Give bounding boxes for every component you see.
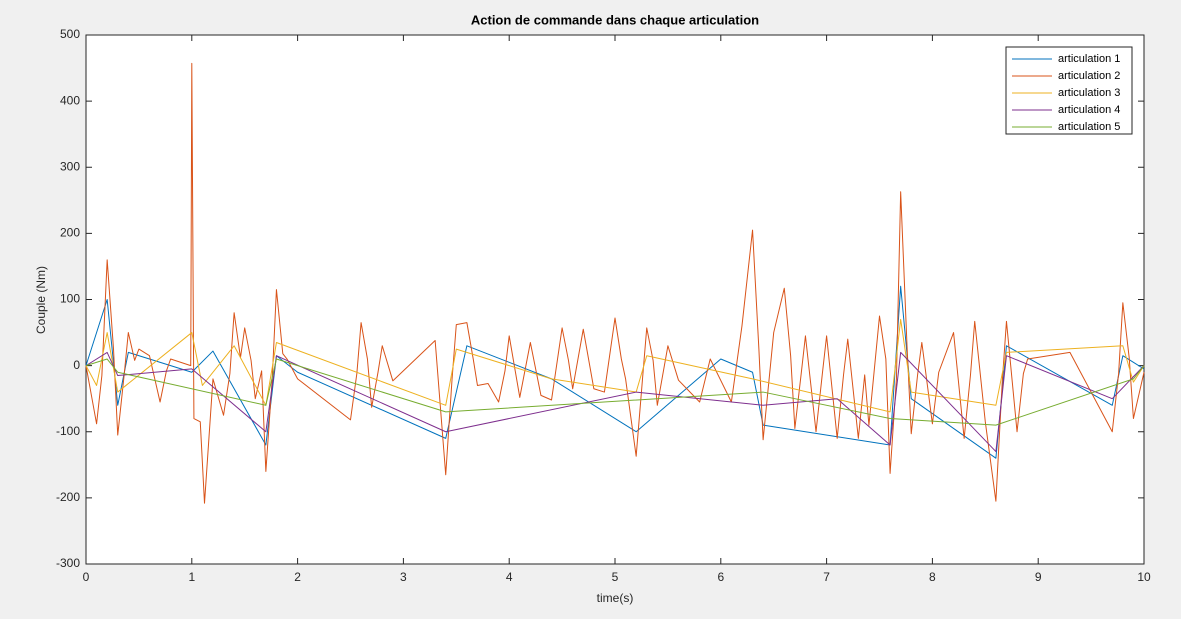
x-tick-label: 9 (1035, 570, 1042, 584)
series-line (85, 62, 1145, 504)
y-tick-label: 0 (73, 358, 80, 372)
y-tick-label: 400 (60, 93, 80, 107)
legend-label: articulation 5 (1058, 121, 1120, 133)
y-tick-label: 500 (60, 27, 80, 41)
legend-label: articulation 3 (1058, 87, 1120, 99)
x-tick-label: 5 (612, 570, 619, 584)
x-tick-label: 0 (83, 570, 90, 584)
x-tick-label: 3 (400, 570, 407, 584)
x-tick-label: 10 (1137, 570, 1151, 584)
y-tick-label: 100 (60, 292, 80, 306)
y-tick-label: -100 (56, 424, 80, 438)
y-tick-label: 300 (60, 159, 80, 173)
x-tick-label: 6 (717, 570, 724, 584)
series-line (85, 318, 1145, 413)
y-tick-label: -300 (56, 556, 80, 570)
x-tick-label: 8 (929, 570, 936, 584)
chart-title: Action de commande dans chaque articulat… (471, 12, 759, 27)
y-axis-label: Couple (Nm) (34, 266, 48, 334)
y-tick-label: -200 (56, 490, 80, 504)
series-line (85, 358, 1145, 426)
x-tick-label: 4 (506, 570, 513, 584)
legend-box (1005, 46, 1133, 135)
x-tick-label: 2 (294, 570, 301, 584)
plot-area (85, 34, 1145, 565)
x-tick-label: 1 (188, 570, 195, 584)
legend-label: articulation 1 (1058, 53, 1120, 65)
legend-label: articulation 4 (1058, 104, 1120, 116)
x-axis-label: time(s) (597, 591, 634, 605)
y-tick-label: 200 (60, 226, 80, 240)
x-tick-label: 7 (823, 570, 830, 584)
series-line (85, 351, 1145, 453)
legend-label: articulation 2 (1058, 70, 1120, 82)
